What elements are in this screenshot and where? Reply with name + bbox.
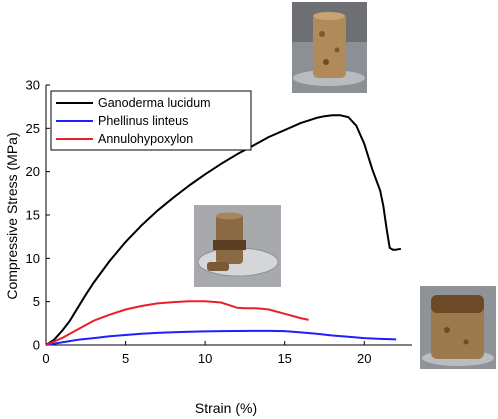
y-tick-label: 30 <box>26 78 40 93</box>
x-tick-label: 20 <box>357 351 371 366</box>
sample-photo-top <box>292 2 367 93</box>
x-tick-label: 0 <box>42 351 49 366</box>
y-tick-label: 0 <box>33 338 40 353</box>
y-tick-label: 25 <box>26 121 40 136</box>
y-tick-label: 5 <box>33 294 40 309</box>
legend-label-annulohypoxylon: Annulohypoxylon <box>98 132 193 146</box>
y-axis-title: Compressive Stress (MPa) <box>4 132 20 299</box>
y-tick-label: 10 <box>26 251 40 266</box>
legend-label-ganoderma: Ganoderma lucidum <box>98 96 211 110</box>
series-line-ganoderma <box>45 114 402 346</box>
x-tick-label: 15 <box>277 351 291 366</box>
y-tick-label: 15 <box>26 208 40 223</box>
series-group <box>45 114 402 346</box>
series-line-phellinus <box>45 329 397 346</box>
series-line-annulohypoxylon <box>45 300 309 346</box>
sample-photo-middle <box>194 205 281 287</box>
axes: 0 5 10 15 20 0 5 10 15 20 25 30 <box>26 78 412 366</box>
x-tick-label: 10 <box>198 351 212 366</box>
legend: Ganoderma lucidum Phellinus linteus Annu… <box>50 90 252 151</box>
sample-photo-bottom <box>420 286 496 369</box>
y-tick-label: 20 <box>26 164 40 179</box>
x-tick-label: 5 <box>122 351 129 366</box>
legend-label-phellinus: Phellinus linteus <box>98 114 188 128</box>
x-axis-title: Strain (%) <box>195 400 257 416</box>
